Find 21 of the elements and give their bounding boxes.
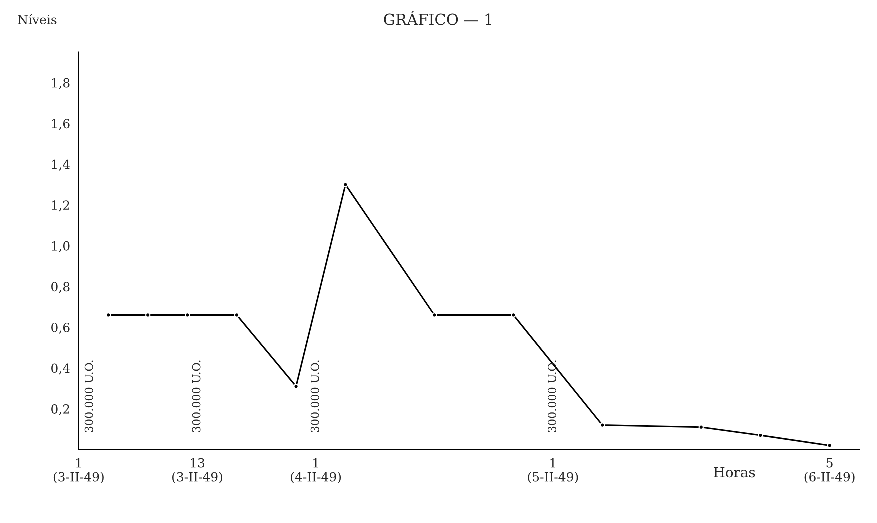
x-tick-label: 1 (5-II-49) — [528, 458, 578, 484]
x-tick-label: 5 (6-II-49) — [804, 458, 855, 484]
y-axis-title: Níveis — [18, 14, 57, 25]
annotation: 300.000 U.O. — [84, 360, 94, 432]
y-tick-label: 1,4 — [52, 160, 70, 171]
x-tick-label: 13 (3-II-49) — [172, 458, 222, 484]
y-tick-label: 0,6 — [52, 322, 70, 334]
y-tick-label: 0,2 — [52, 404, 70, 416]
y-tick-label: 1,2 — [52, 200, 70, 212]
annotation: 300.000 U.O. — [310, 360, 320, 432]
y-tick-label: 0,8 — [52, 282, 70, 294]
annotation: 300.000 U.O. — [548, 360, 556, 432]
y-tick-label: 0,4 — [52, 364, 70, 375]
y-tick-label: 1,0 — [52, 241, 70, 252]
y-tick-label: 1,8 — [52, 78, 70, 90]
y-tick-label: 1,6 — [52, 119, 70, 130]
x-tick-label: 1 (3-II-49) — [54, 458, 104, 484]
chart-title: GRÁFICO — 1 — [384, 11, 492, 26]
annotation: 300.000 U.O. — [192, 360, 201, 432]
x-tick-label: 1 (4-II-49) — [291, 458, 342, 484]
x-axis-title: Horas — [714, 467, 756, 478]
